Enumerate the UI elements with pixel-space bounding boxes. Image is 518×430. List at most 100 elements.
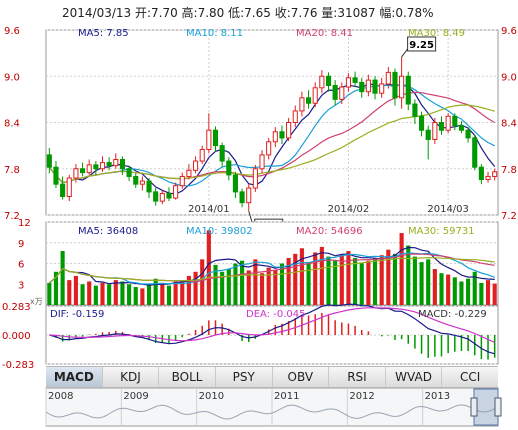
volume-bar [120, 281, 125, 305]
volume-bar [372, 257, 378, 305]
overview-year-label: 2010 [199, 391, 224, 402]
volume-bar [107, 284, 112, 305]
volume-unit-label: x万 [30, 297, 43, 306]
overview-range-handle[interactable] [470, 397, 478, 417]
candle-body [246, 187, 252, 204]
volume-bar [47, 282, 52, 305]
volume-bar [166, 285, 172, 305]
volume-bar [426, 259, 431, 305]
volume-bar [53, 271, 59, 305]
volume-bar [452, 277, 457, 305]
candle-body [252, 168, 258, 189]
overview-year-label: 2013 [425, 391, 450, 402]
volume-bar [306, 262, 311, 305]
volume-bar [273, 270, 278, 305]
tab-wvad[interactable]: WVAD [384, 367, 442, 387]
candle-body [478, 166, 484, 181]
volume-tick: 3 [18, 280, 24, 291]
candle-body [458, 125, 465, 131]
volume-bar [419, 262, 424, 305]
macd-dif-line [49, 303, 495, 355]
price-tick-right: 9.0 [501, 72, 517, 83]
candle-body [139, 180, 145, 185]
volume-bar [206, 230, 211, 305]
candle-body [339, 86, 345, 100]
volume-bar [439, 273, 444, 305]
volume-bar [113, 280, 118, 305]
macd-tick: 0.000 [2, 331, 31, 342]
overview-range-handle[interactable] [494, 397, 502, 417]
overview-year-label: 2009 [123, 391, 148, 402]
volume-tick: 12 [18, 218, 31, 229]
overview-range-window [473, 388, 499, 426]
candle-body [206, 129, 212, 150]
candle-body [299, 97, 305, 112]
tab-psy[interactable]: PSY [214, 367, 272, 387]
volume-bar [353, 257, 358, 305]
candle-body [372, 79, 378, 94]
tab-obv[interactable]: OBV [271, 367, 329, 387]
candle-body [345, 77, 352, 88]
indicator-tabs: MACD KDJ BOLL PSY OBV RSI WVAD CCI [46, 366, 498, 388]
volume-bar [299, 248, 304, 305]
price-tick-right: 8.4 [501, 119, 517, 130]
candle-body [266, 141, 272, 156]
candle-body [405, 75, 411, 105]
volume-bar [233, 263, 238, 305]
tab-macd[interactable]: MACD [46, 367, 102, 387]
candle-body [86, 164, 92, 174]
price-tick-left: 7.8 [4, 165, 20, 176]
candle-body [472, 137, 478, 168]
tab-kdj[interactable]: KDJ [101, 367, 159, 387]
volume-bar [466, 278, 471, 305]
candle-body [99, 162, 106, 170]
volume-bar [253, 259, 258, 305]
volume-bar [240, 260, 245, 305]
candle-body [325, 75, 332, 86]
volume-bar [153, 278, 158, 305]
tab-boll[interactable]: BOLL [158, 367, 215, 387]
candle-body [319, 75, 325, 89]
tab-rsi[interactable]: RSI [328, 367, 385, 387]
volume-bar [472, 271, 477, 305]
date-tick-label: 2014/01 [188, 204, 230, 215]
volume-tick: 6 [18, 260, 24, 271]
candle-body [179, 175, 185, 187]
volume-ma30-line [48, 256, 495, 284]
candle-body [79, 168, 86, 174]
quote-summary: 2014/03/13 开:7.70 高:7.80 低:7.65 收:7.76 量… [62, 6, 434, 20]
volume-bar [226, 269, 231, 305]
volume-bar [133, 287, 138, 305]
candle-body [286, 122, 292, 139]
tab-cci[interactable]: CCI [441, 367, 498, 387]
volume-bar [220, 271, 225, 305]
volume-bar [412, 256, 417, 305]
volume-bar [432, 269, 437, 305]
candle-body [412, 103, 418, 117]
price-annotation-leader [401, 48, 409, 58]
candle-body [438, 122, 445, 131]
volume-bar [485, 280, 491, 305]
price-ma5-legend: MA5: 7.85 [78, 28, 129, 39]
candle-body [166, 192, 172, 199]
volume-bar [479, 282, 484, 305]
volume-bar [100, 282, 105, 305]
volume-bar [392, 253, 398, 305]
volume-bar [193, 271, 198, 305]
overview-year-label: 2011 [274, 391, 299, 402]
price-ma10-line [48, 83, 495, 187]
candle-body [485, 175, 491, 181]
price-annotation-box [407, 36, 437, 52]
candle-body [226, 160, 232, 176]
macd-dif-legend: DIF: -0.159 [50, 309, 104, 320]
candle-body [212, 129, 219, 147]
candle-body [93, 164, 99, 170]
candle-body [173, 185, 179, 199]
volume-bar [346, 251, 351, 305]
volume-bar [286, 257, 291, 305]
volume-bar [173, 281, 178, 305]
volume-bar [319, 246, 324, 305]
volume-bar [60, 251, 65, 305]
